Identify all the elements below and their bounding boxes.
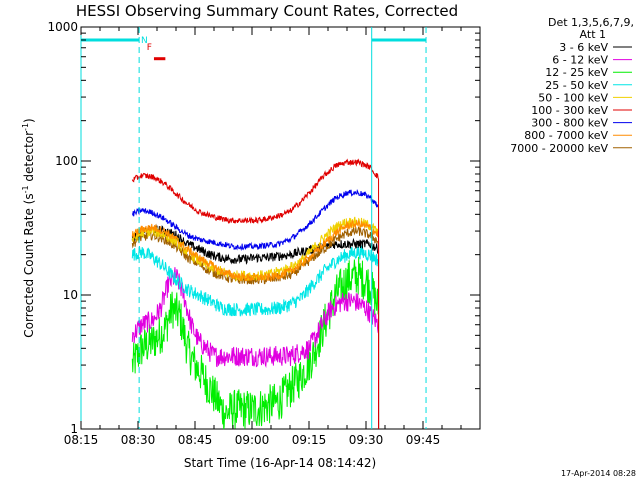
- legend-header-line-2: Att 1: [580, 28, 606, 41]
- y-tick-label-2: 10: [63, 288, 78, 302]
- legend-label-2: 6 - 12 keV: [552, 54, 608, 67]
- tick-layer: 08:15 08:30 08:45 09:00 09:15 09:30 09:45 1 10 10…: [47, 20, 480, 447]
- series-line-1: [131, 223, 380, 429]
- chart-title: HESSI Observing Summary Count Rates, Cor…: [76, 2, 458, 20]
- y-axis-label-exp-1: -1: [21, 185, 30, 193]
- legend-label-6: 100 - 300 keV: [531, 104, 608, 117]
- legend-label-5: 50 - 100 keV: [538, 91, 608, 104]
- y-tick-label-1: 1: [70, 422, 78, 436]
- plot-area: NF 08:15 08:30 08:45 09:00 09:15 09:30 09:45 1 1…: [47, 20, 481, 447]
- flag-label-1: N: [141, 36, 148, 46]
- x-tick-label-2: 08:30: [121, 433, 156, 447]
- y-axis-label-part-3: ): [22, 118, 36, 123]
- flag-label-2: F: [147, 43, 152, 53]
- legend-label-8: 800 - 7000 keV: [524, 129, 608, 142]
- legend-label-3: 12 - 25 keV: [545, 66, 608, 79]
- x-tick-label-1: 08:15: [64, 433, 99, 447]
- x-tick-label-4: 09:00: [235, 433, 270, 447]
- x-tick-label-5: 09:15: [292, 433, 327, 447]
- series-line-5: [131, 216, 380, 429]
- legend-label-1: 3 - 6 keV: [559, 41, 608, 54]
- overlay-layer: NF: [80, 27, 427, 429]
- series-line-8: [131, 219, 380, 429]
- x-tick-label-7: 09:45: [406, 433, 441, 447]
- y-axis-label: Corrected Count Rate (s-1 detector-1): [21, 118, 36, 337]
- x-axis-label: Start Time (16-Apr-14 08:14:42): [184, 456, 376, 470]
- y-tick-label-3: 100: [55, 154, 78, 168]
- series-layer: [131, 158, 380, 430]
- legend-label-9: 7000 - 20000 keV: [510, 142, 608, 155]
- y-tick-label-4: 1000: [47, 20, 78, 34]
- series-line-4: [131, 245, 380, 429]
- y-axis-label-part-2: detector: [22, 131, 36, 186]
- x-tick-label-6: 09:30: [349, 433, 384, 447]
- y-axis-label-exp-2: -1: [21, 123, 30, 131]
- series-line-2: [131, 267, 380, 429]
- legend-header-line-1: Det 1,3,5,6,7,9,: [548, 16, 634, 29]
- timestamp: 17-Apr-2014 08:28: [561, 469, 636, 478]
- x-tick-label-3: 08:45: [178, 433, 213, 447]
- legend-label-7: 300 - 800 keV: [531, 117, 608, 130]
- series-line-7: [131, 189, 380, 429]
- series-line-3: [131, 256, 380, 430]
- series-line-6: [131, 158, 380, 429]
- legend-label-4: 25 - 50 keV: [545, 79, 608, 92]
- y-axis-label-part-1: Corrected Count Rate (s: [22, 193, 36, 337]
